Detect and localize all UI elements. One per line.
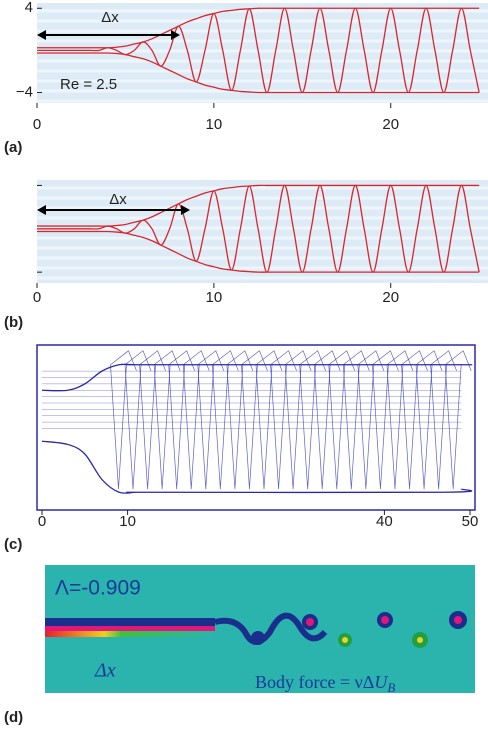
series-line xyxy=(37,52,480,94)
wireframe xyxy=(415,350,443,490)
re-label: Re = 2.5 xyxy=(60,76,117,93)
streak xyxy=(45,626,215,631)
lambda-label: Λ=-0.909 xyxy=(55,577,141,600)
wireframe xyxy=(124,350,152,490)
series-line xyxy=(37,7,480,94)
x-tick-label: 10 xyxy=(206,116,223,133)
x-tick-label: 10 xyxy=(206,289,223,306)
wireframe xyxy=(197,350,225,490)
vortex-core xyxy=(306,618,314,626)
series-line xyxy=(41,363,473,392)
wireframe xyxy=(342,350,370,490)
vortices xyxy=(251,611,467,648)
series-line xyxy=(37,230,480,273)
wireframe xyxy=(386,350,414,490)
wireframe xyxy=(255,350,283,490)
wireframe xyxy=(270,350,297,490)
wireframe xyxy=(313,350,341,490)
series-line xyxy=(37,184,480,273)
y-tick-label: −4 xyxy=(16,83,33,100)
body-force-subscript: B xyxy=(387,680,395,695)
delta-x-label: Δx xyxy=(101,9,119,26)
body-force-symbol: U xyxy=(374,672,388,692)
panel-label: (c) xyxy=(4,536,22,553)
body-force-text: Body force = νΔ xyxy=(255,672,374,692)
series-line xyxy=(41,440,473,494)
x-tick-label: 0 xyxy=(33,289,41,306)
x-tick-label: 0 xyxy=(38,513,46,530)
wireframe xyxy=(168,350,196,490)
vortex-core xyxy=(454,616,462,624)
x-tick-label: 40 xyxy=(376,513,393,530)
vortex-core xyxy=(381,616,389,624)
panel-d: Λ=-0.909 Δx Body force = νΔUB (d) xyxy=(4,565,475,726)
streak xyxy=(45,618,215,626)
vortex-core xyxy=(342,637,348,643)
vortex xyxy=(251,631,265,645)
vortex-core xyxy=(417,637,423,643)
x-tick-label: 10 xyxy=(119,513,136,530)
wireframe xyxy=(153,350,181,490)
vortex-street xyxy=(214,612,328,645)
panel-label: (d) xyxy=(4,709,23,726)
wireframe xyxy=(372,350,399,490)
panel-label: (a) xyxy=(4,139,22,156)
streak xyxy=(45,631,215,637)
wireframe xyxy=(328,350,356,490)
y-tick-label: 4 xyxy=(25,0,33,16)
x-tick-label: 50 xyxy=(462,513,479,530)
wireframe xyxy=(401,350,428,490)
panel-label: (b) xyxy=(4,314,23,331)
wireframe xyxy=(357,350,385,490)
wireframe xyxy=(430,350,457,490)
delta-x-label: Δx xyxy=(109,191,127,208)
wireframe xyxy=(139,350,166,490)
body-force-label: Body force = νΔUB xyxy=(255,672,395,695)
wireframe xyxy=(226,350,254,490)
wireframe xyxy=(284,350,312,490)
wireframe xyxy=(299,350,326,490)
delta-x-label: Δx xyxy=(94,660,116,682)
wireframe xyxy=(211,350,239,490)
wireframe xyxy=(182,350,210,490)
x-tick-label: 20 xyxy=(382,116,399,133)
wireframe xyxy=(444,350,472,490)
x-tick-label: 20 xyxy=(382,289,399,306)
wireframe xyxy=(241,350,268,490)
x-tick-label: 0 xyxy=(33,116,41,133)
